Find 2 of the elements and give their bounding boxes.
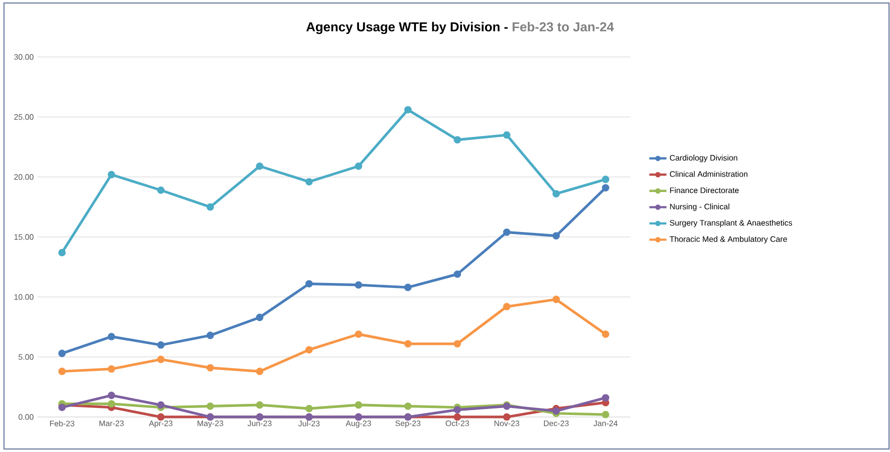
chart-subtitle: Feb-23 to Jan-24 <box>512 22 614 32</box>
chart-title: Agency Usage WTE by Division - <box>306 22 508 34</box>
